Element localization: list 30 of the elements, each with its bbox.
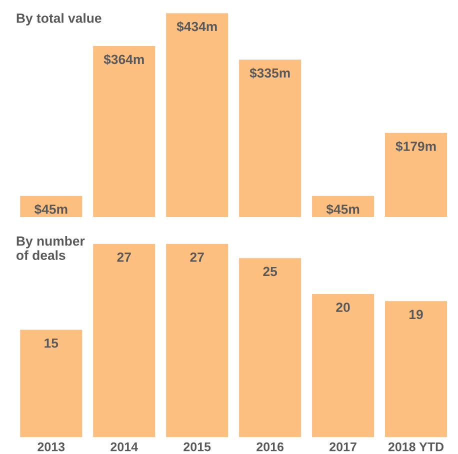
bar <box>93 244 156 438</box>
bar <box>385 132 448 218</box>
bar <box>312 294 374 438</box>
x-tick-label: 2016 <box>256 442 284 452</box>
bar <box>239 258 302 438</box>
data-label: $364m <box>104 54 144 65</box>
x-tick-label: 2017 <box>330 442 356 452</box>
data-label: $45m <box>326 204 360 215</box>
chart-title: By total value <box>16 13 102 26</box>
bar <box>166 244 228 438</box>
data-label: 15 <box>44 338 58 348</box>
data-label: 25 <box>263 266 278 276</box>
data-label: 19 <box>410 310 423 320</box>
data-label: $45m <box>34 204 68 215</box>
bar <box>385 301 448 438</box>
bar <box>166 13 228 218</box>
x-tick-label: 2015 <box>184 442 211 452</box>
data-label: 20 <box>336 302 350 312</box>
data-label: $179m <box>396 141 436 152</box>
data-label: 27 <box>190 252 204 262</box>
x-tick-label: 2014 <box>110 442 138 452</box>
data-label: $434m <box>176 21 217 32</box>
bar <box>93 46 156 218</box>
chart-title: By number of deals <box>16 236 85 260</box>
data-label: $335m <box>250 68 290 79</box>
x-tick-label: 2013 <box>38 442 65 452</box>
bar <box>239 60 302 218</box>
x-tick-label: 2018 YTD <box>388 442 444 452</box>
data-label: 27 <box>117 252 131 262</box>
bar <box>20 330 82 438</box>
